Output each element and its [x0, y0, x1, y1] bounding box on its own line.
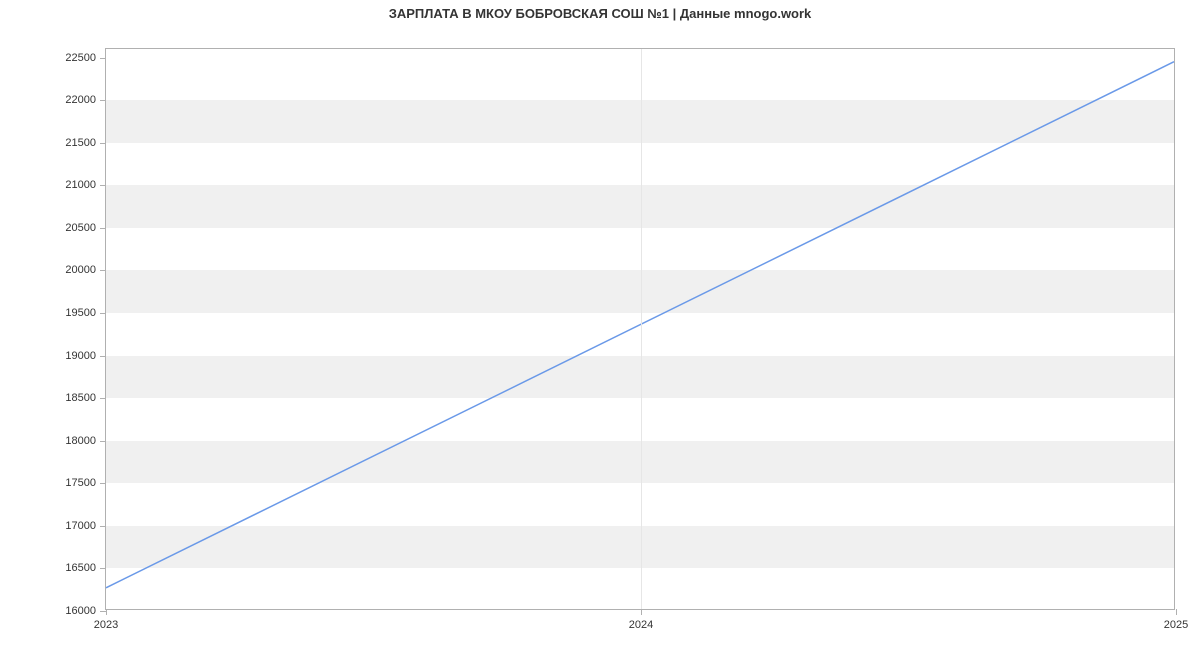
y-tick: [100, 356, 106, 357]
y-tick-label: 17500: [65, 477, 96, 489]
x-tick-label: 2025: [1164, 619, 1188, 631]
y-tick: [100, 398, 106, 399]
y-tick-label: 20000: [65, 264, 96, 276]
y-tick-label: 21500: [65, 137, 96, 149]
y-tick-label: 16500: [65, 562, 96, 574]
y-tick: [100, 526, 106, 527]
y-tick: [100, 185, 106, 186]
x-tick: [641, 609, 642, 615]
y-tick-label: 17000: [65, 520, 96, 532]
line-layer: [106, 49, 1174, 609]
y-tick-label: 19000: [65, 350, 96, 362]
y-tick: [100, 483, 106, 484]
salary-line-chart: ЗАРПЛАТА В МКОУ БОБРОВСКАЯ СОШ №1 | Данн…: [0, 0, 1200, 650]
y-tick-label: 18000: [65, 435, 96, 447]
x-tick: [1176, 609, 1177, 615]
y-tick-label: 21000: [65, 179, 96, 191]
y-tick-label: 16000: [65, 605, 96, 617]
plot-area: 1600016500170001750018000185001900019500…: [105, 48, 1175, 610]
y-tick-label: 19500: [65, 307, 96, 319]
chart-title: ЗАРПЛАТА В МКОУ БОБРОВСКАЯ СОШ №1 | Данн…: [0, 6, 1200, 21]
y-tick-label: 22500: [65, 52, 96, 64]
y-tick: [100, 143, 106, 144]
y-tick: [100, 58, 106, 59]
y-tick: [100, 313, 106, 314]
y-tick: [100, 441, 106, 442]
x-tick: [106, 609, 107, 615]
x-tick-label: 2024: [629, 619, 653, 631]
x-tick-label: 2023: [94, 619, 118, 631]
y-tick: [100, 100, 106, 101]
y-tick-label: 22000: [65, 94, 96, 106]
y-tick: [100, 270, 106, 271]
x-gridline: [641, 49, 642, 609]
y-tick-label: 20500: [65, 222, 96, 234]
y-tick: [100, 228, 106, 229]
y-tick-label: 18500: [65, 392, 96, 404]
series-salary: [106, 62, 1174, 588]
y-tick: [100, 568, 106, 569]
